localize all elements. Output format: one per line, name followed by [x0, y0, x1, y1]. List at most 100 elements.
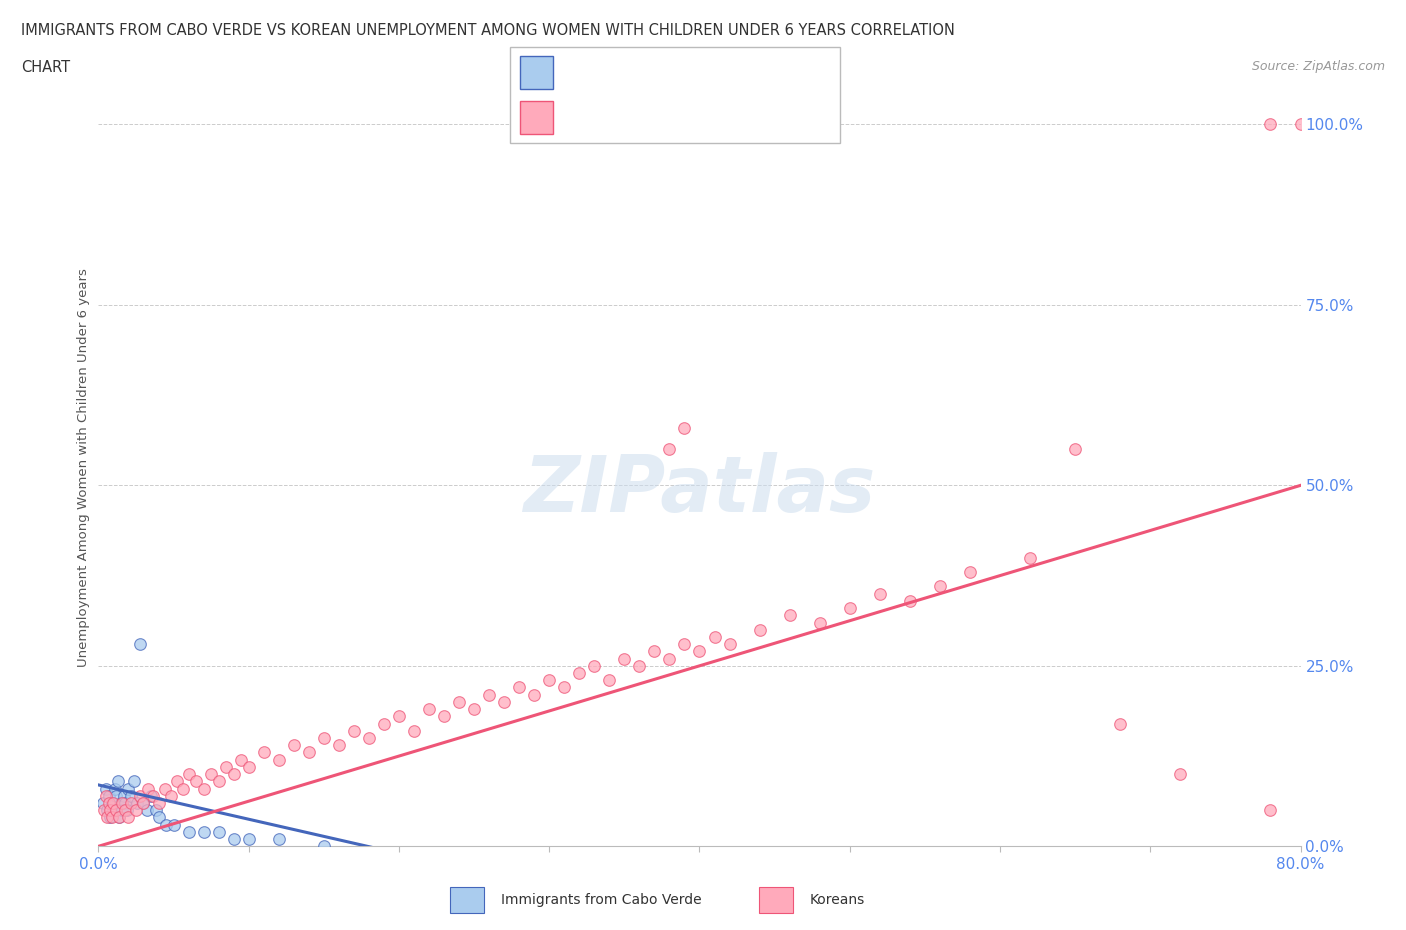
Point — [121, 789, 143, 804]
Bar — [759, 887, 793, 912]
Point — [402, 724, 425, 738]
Point — [447, 695, 470, 710]
Text: Immigrants from Cabo Verde: Immigrants from Cabo Verde — [501, 893, 702, 907]
Point — [177, 824, 200, 839]
Point — [117, 781, 139, 796]
Point — [433, 709, 456, 724]
Point — [718, 637, 741, 652]
Point — [357, 731, 380, 746]
Point — [132, 795, 155, 810]
Point — [478, 687, 501, 702]
Point — [1019, 551, 1042, 565]
Point — [298, 745, 321, 760]
Point — [166, 774, 188, 789]
Point — [838, 601, 860, 616]
Point — [107, 774, 129, 789]
Point — [97, 795, 120, 810]
Point — [193, 781, 215, 796]
Point — [200, 766, 222, 781]
Point — [104, 781, 127, 796]
Point — [101, 795, 124, 810]
Point — [97, 789, 120, 804]
Point — [129, 789, 152, 804]
Point — [312, 731, 335, 746]
Point — [148, 810, 170, 825]
Point — [114, 795, 136, 810]
Point — [1170, 766, 1192, 781]
Text: R =  0.649: R = 0.649 — [567, 111, 654, 126]
Point — [96, 803, 118, 817]
Point — [117, 810, 139, 825]
Point — [673, 420, 696, 435]
Point — [105, 803, 128, 817]
Point — [124, 774, 146, 789]
Point — [145, 803, 167, 817]
Point — [312, 839, 335, 854]
Text: N = 77: N = 77 — [728, 111, 780, 126]
Point — [115, 803, 138, 817]
Text: Source: ZipAtlas.com: Source: ZipAtlas.com — [1251, 60, 1385, 73]
Point — [108, 810, 131, 825]
Point — [139, 789, 162, 804]
Point — [673, 637, 696, 652]
Point — [283, 737, 305, 752]
Point — [238, 760, 260, 775]
Point — [613, 651, 636, 666]
Point — [598, 672, 620, 687]
Point — [114, 803, 136, 817]
Point — [94, 781, 117, 796]
Point — [238, 831, 260, 846]
Point — [568, 666, 591, 681]
Point — [100, 803, 122, 817]
Point — [141, 789, 163, 804]
FancyBboxPatch shape — [509, 47, 841, 143]
Point — [96, 810, 118, 825]
Point — [177, 766, 200, 781]
Text: IMMIGRANTS FROM CABO VERDE VS KOREAN UNEMPLOYMENT AMONG WOMEN WITH CHILDREN UNDE: IMMIGRANTS FROM CABO VERDE VS KOREAN UNE… — [21, 23, 955, 38]
Y-axis label: Unemployment Among Women with Children Under 6 years: Unemployment Among Women with Children U… — [77, 268, 90, 667]
Point — [184, 774, 207, 789]
Point — [162, 817, 184, 832]
Point — [231, 752, 253, 767]
Point — [111, 795, 134, 810]
Text: ZIPatlas: ZIPatlas — [523, 452, 876, 528]
Point — [132, 795, 155, 810]
Text: Koreans: Koreans — [810, 893, 865, 907]
Point — [101, 810, 124, 825]
Point — [103, 795, 125, 810]
Point — [779, 608, 801, 623]
Point — [508, 680, 530, 695]
Point — [155, 817, 177, 832]
Point — [463, 702, 485, 717]
Point — [208, 774, 231, 789]
Point — [100, 810, 122, 825]
Point — [658, 651, 681, 666]
Point — [1109, 716, 1132, 731]
Point — [869, 586, 891, 601]
Point — [125, 803, 148, 817]
Point — [148, 795, 170, 810]
Text: R = -0.404: R = -0.404 — [567, 65, 654, 80]
Point — [94, 789, 117, 804]
Point — [267, 752, 290, 767]
Point — [583, 658, 606, 673]
Point — [153, 781, 176, 796]
Point — [172, 781, 194, 796]
Point — [159, 789, 181, 804]
Point — [222, 766, 245, 781]
Point — [689, 644, 711, 658]
Point — [703, 630, 725, 644]
Point — [193, 824, 215, 839]
Point — [929, 579, 952, 594]
Point — [267, 831, 290, 846]
Point — [494, 695, 516, 710]
Point — [112, 789, 135, 804]
Point — [898, 593, 921, 608]
Point — [328, 737, 350, 752]
Point — [1064, 442, 1087, 457]
Point — [103, 803, 125, 817]
Point — [643, 644, 665, 658]
Point — [121, 795, 143, 810]
Point — [808, 615, 831, 630]
Point — [1289, 117, 1312, 132]
